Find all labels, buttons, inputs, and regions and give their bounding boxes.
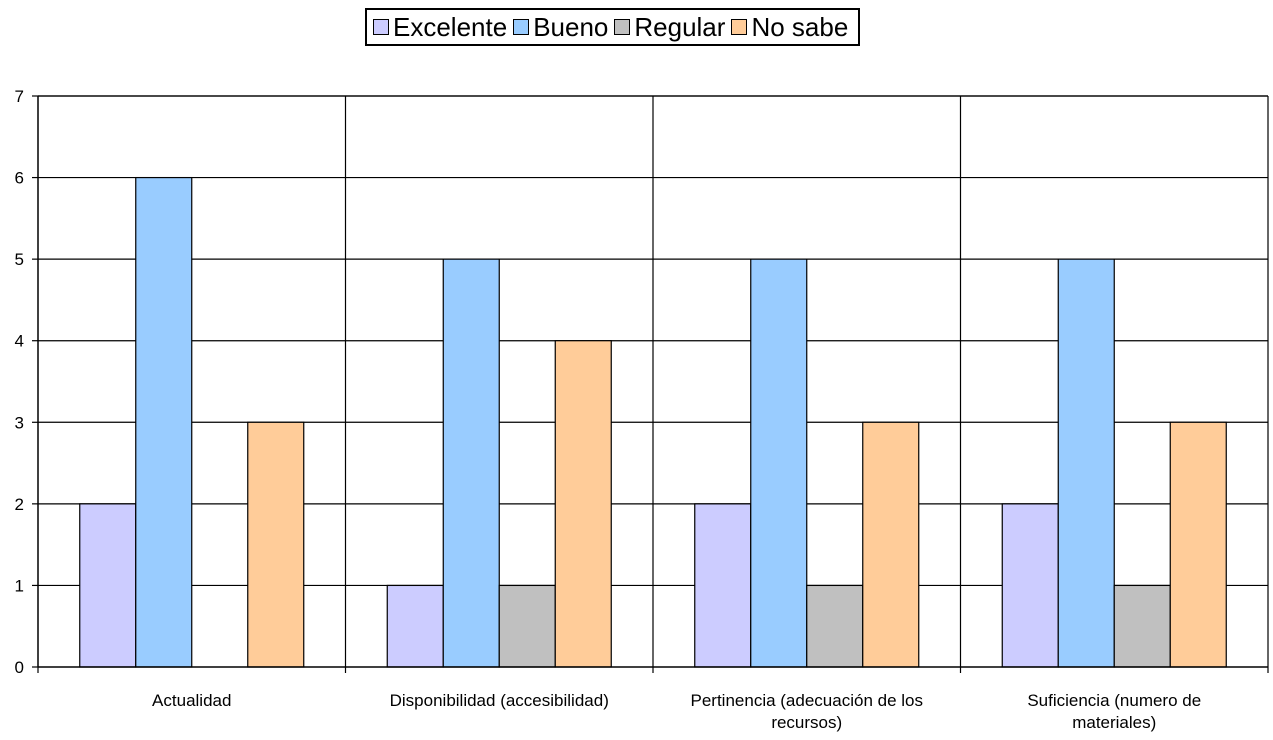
x-category-label-3: Suficiencia (numero de materiales) (1027, 691, 1201, 732)
bar-no-sabe-2 (862, 421, 920, 668)
x-category-label-2: Pertinencia (adecuación de los recursos) (691, 691, 923, 732)
bar-bueno-1 (442, 258, 500, 668)
y-tick-label-4: 4 (15, 332, 24, 351)
y-tick-label-7: 7 (15, 87, 24, 106)
legend-item-regular: Regular (614, 12, 725, 43)
legend-label-regular: Regular (634, 11, 726, 42)
bar-no-sabe-1 (554, 340, 612, 668)
legend-swatch-no-sabe (731, 19, 748, 35)
x-category-label-line-1-0: Disponibilidad (accesibilidad) (390, 691, 609, 710)
bar-bueno-3 (1057, 258, 1115, 668)
x-category-label-line-2-1: recursos) (771, 713, 842, 732)
legend-label-excelente: Excelente (393, 11, 508, 42)
x-category-label-line-3-1: materiales) (1072, 713, 1156, 732)
y-tick-label-2: 2 (15, 495, 24, 514)
y-tick-label-0: 0 (15, 658, 24, 677)
legend-swatch-excelente (373, 19, 389, 35)
x-category-label-line-2-0: Pertinencia (adecuación de los (691, 691, 923, 710)
bar-regular-3 (1113, 584, 1171, 668)
chart-legend: Excelente Bueno Regular No sabe (365, 8, 861, 46)
bar-excelente-1 (386, 584, 444, 668)
x-category-label-0: Actualidad (152, 691, 231, 710)
legend-item-bueno: Bueno (513, 12, 608, 43)
bar-bueno-0 (135, 176, 193, 668)
y-tick-label-6: 6 (15, 169, 24, 188)
legend-swatch-bueno (513, 19, 530, 35)
y-tick-label-1: 1 (15, 576, 24, 595)
y-tick-label-3: 3 (15, 413, 24, 432)
bar-bueno-2 (750, 258, 808, 668)
legend-item-excelente: Excelente (373, 12, 507, 43)
legend-label-bueno: Bueno (533, 11, 609, 42)
legend-label-no-sabe: No sabe (751, 11, 849, 42)
legend-item-no-sabe: No sabe (731, 12, 848, 43)
bar-no-sabe-3 (1169, 421, 1227, 668)
bar-regular-1 (498, 584, 556, 668)
y-tick-label-5: 5 (15, 250, 24, 269)
x-category-label-1: Disponibilidad (accesibilidad) (390, 691, 609, 710)
bar-no-sabe-0 (247, 421, 305, 668)
bar-excelente-3 (1001, 503, 1059, 668)
x-category-label-line-0-0: Actualidad (152, 691, 231, 710)
bar-regular-2 (806, 584, 864, 668)
bar-excelente-2 (694, 503, 752, 668)
bar-excelente-0 (79, 503, 137, 668)
legend-swatch-regular (614, 19, 631, 35)
x-category-label-line-3-0: Suficiencia (numero de (1027, 691, 1201, 710)
